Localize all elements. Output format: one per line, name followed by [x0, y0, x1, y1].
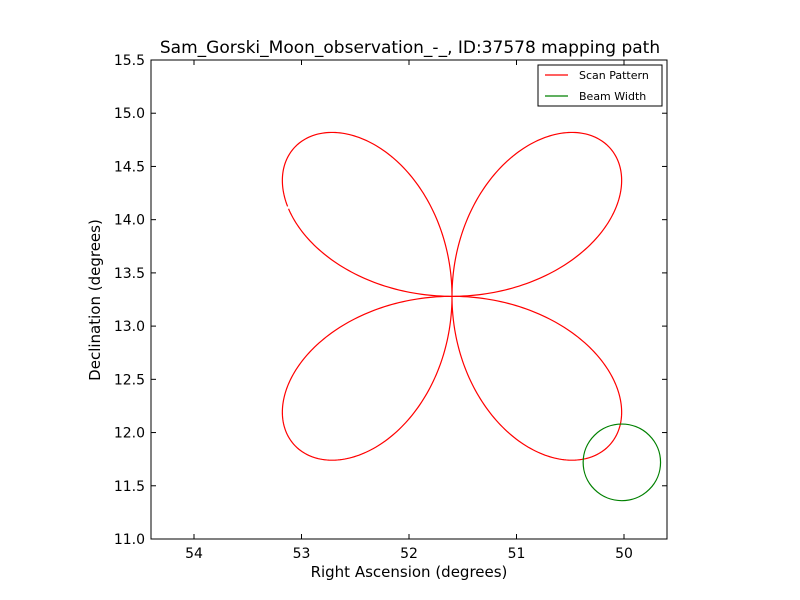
y-tick-label: 14.0: [114, 213, 145, 229]
beam-width-circle: [582, 423, 662, 502]
series-layer: [281, 131, 662, 502]
chart-title: Sam_Gorski_Moon_observation_-_, ID:37578…: [160, 38, 660, 58]
scan-pattern-line: [281, 131, 623, 461]
y-tick-label: 14.5: [114, 159, 145, 175]
y-axis-label: Declination (degrees): [86, 219, 104, 381]
y-tick-label: 12.5: [114, 372, 145, 388]
x-tick-label: 53: [293, 546, 311, 562]
x-tick-label: 52: [400, 546, 418, 562]
y-axis-ticks: 11.0 11.5 12.0 12.5 13.0 13.5 14.0 14.5 15.0 15.5: [114, 53, 667, 548]
x-tick-label: 50: [615, 546, 633, 562]
x-tick-label: 54: [185, 546, 203, 562]
y-tick-label: 13.0: [114, 319, 145, 335]
legend-box: [537, 64, 663, 107]
y-tick-label: 11.0: [114, 532, 145, 548]
x-axis-ticks: 54 53 52 51 50: [185, 60, 633, 562]
y-tick-label: 11.5: [114, 479, 145, 495]
y-tick-label: 12.0: [114, 426, 145, 442]
y-tick-label: 13.5: [114, 266, 145, 282]
x-axis-label: Right Ascension (degrees): [311, 563, 508, 581]
plot-area: [150, 59, 668, 540]
y-tick-label: 15.0: [114, 106, 145, 122]
legend: Scan Pattern Beam Width: [537, 64, 663, 107]
legend-label-beam-width: Beam Width: [579, 90, 646, 103]
y-tick-label: 15.5: [114, 53, 145, 69]
legend-label-scan-pattern: Scan Pattern: [579, 69, 649, 82]
x-tick-label: 51: [508, 546, 526, 562]
